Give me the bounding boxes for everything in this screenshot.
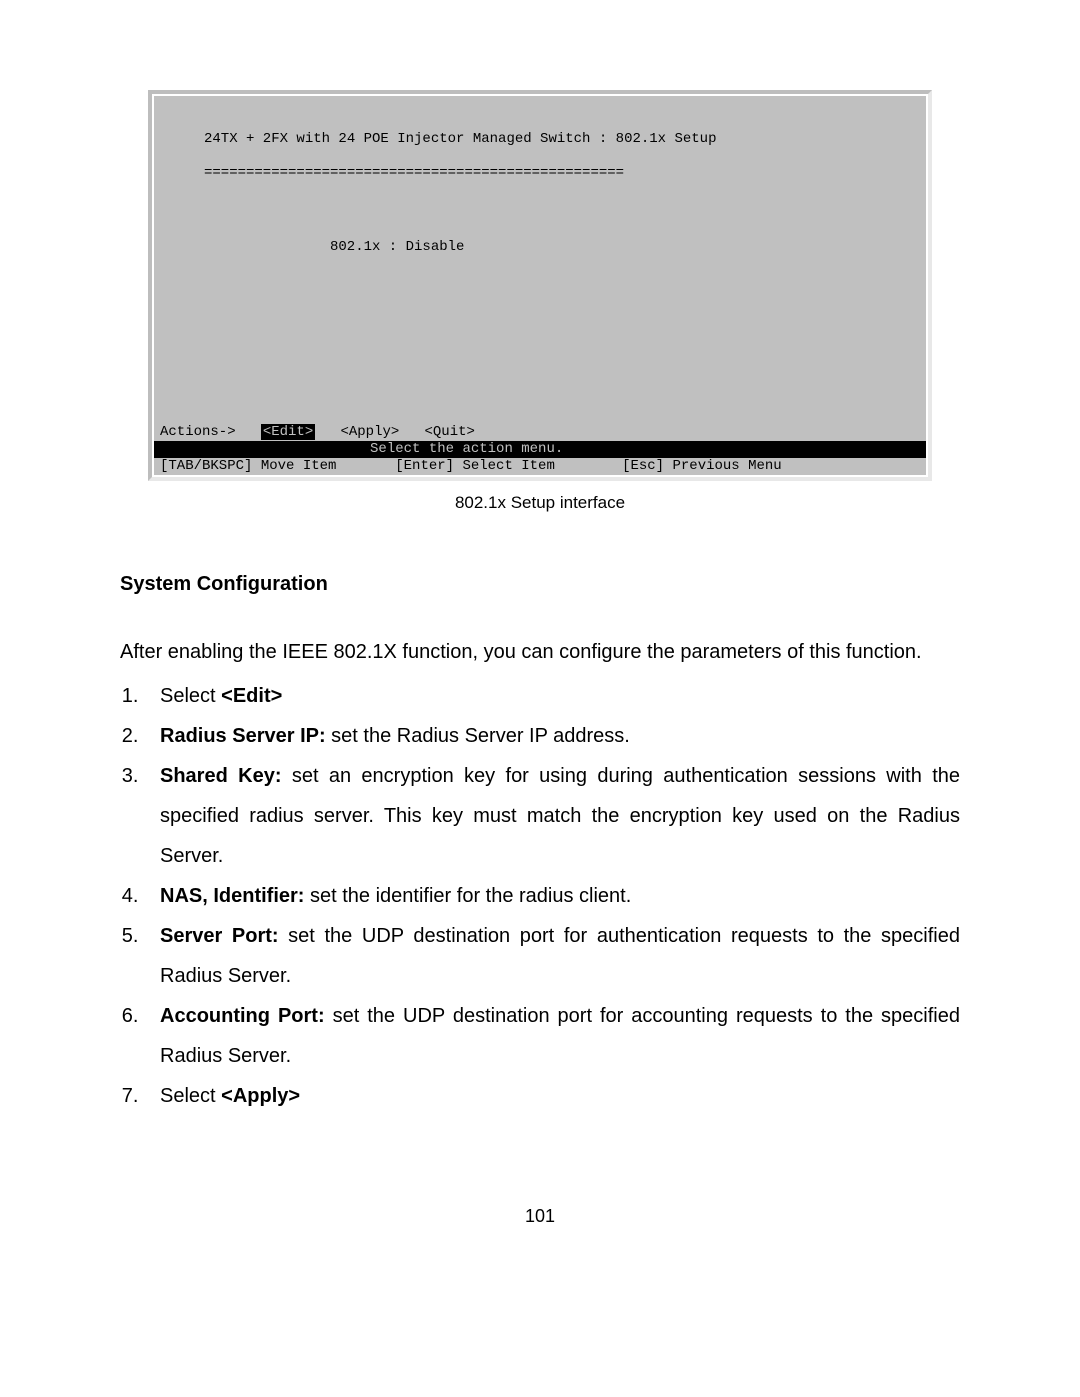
terminal-title: 24TX + 2FX with 24 POE Injector Managed … xyxy=(160,131,920,148)
terminal-actions-row: Actions-> <Edit> <Apply> <Quit> xyxy=(154,424,926,441)
step-bold: <Apply> xyxy=(221,1085,300,1107)
step-bold: Server Port: xyxy=(160,925,279,947)
step-bold: <Edit> xyxy=(221,685,282,707)
intro-paragraph: After enabling the IEEE 802.1X function,… xyxy=(120,632,960,672)
section-heading: System Configuration xyxy=(120,573,960,596)
list-item: Select <Edit> xyxy=(144,676,960,716)
steps-list: Select <Edit> Radius Server IP: set the … xyxy=(120,676,960,1116)
list-item: Shared Key: set an encryption key for us… xyxy=(144,756,960,876)
terminal-screen: 24TX + 2FX with 24 POE Injector Managed … xyxy=(154,96,926,475)
terminal-help-row: [TAB/BKSPC] Move Item [Enter] Select Ite… xyxy=(154,458,926,475)
list-item: NAS, Identifier: set the identifier for … xyxy=(144,876,960,916)
step-bold: NAS, Identifier: xyxy=(160,885,304,907)
step-bold: Accounting Port: xyxy=(160,1005,325,1027)
terminal-setting: 802.1x : Disable xyxy=(160,199,920,256)
step-prefix: Select xyxy=(160,1085,221,1107)
gap xyxy=(315,424,340,440)
step-rest: set the identifier for the radius client… xyxy=(304,885,631,907)
terminal-hint-select: Select the action menu. xyxy=(154,441,926,458)
actions-prefix: Actions-> xyxy=(160,424,261,440)
figure-caption: 802.1x Setup interface xyxy=(120,493,960,513)
apply-action[interactable]: <Apply> xyxy=(340,424,399,440)
terminal-window: 24TX + 2FX with 24 POE Injector Managed … xyxy=(148,90,932,481)
setting-label: 802.1x : xyxy=(330,239,406,255)
list-item: Server Port: set the UDP destination por… xyxy=(144,916,960,996)
page-number: 101 xyxy=(120,1206,960,1227)
terminal-rule: ========================================… xyxy=(160,165,920,182)
edit-action[interactable]: <Edit> xyxy=(261,424,315,440)
list-item: Select <Apply> xyxy=(144,1076,960,1116)
setting-value: Disable xyxy=(406,239,465,255)
step-rest: set the Radius Server IP address. xyxy=(326,725,630,747)
terminal-body: 24TX + 2FX with 24 POE Injector Managed … xyxy=(154,96,926,424)
gap xyxy=(399,424,424,440)
document-page: 24TX + 2FX with 24 POE Injector Managed … xyxy=(0,0,1080,1287)
list-item: Radius Server IP: set the Radius Server … xyxy=(144,716,960,756)
step-bold: Shared Key: xyxy=(160,765,282,787)
step-bold: Radius Server IP: xyxy=(160,725,326,747)
step-rest: set the UDP destination port for authent… xyxy=(160,925,960,987)
list-item: Accounting Port: set the UDP destination… xyxy=(144,996,960,1076)
quit-action[interactable]: <Quit> xyxy=(425,424,475,440)
step-prefix: Select xyxy=(160,685,221,707)
